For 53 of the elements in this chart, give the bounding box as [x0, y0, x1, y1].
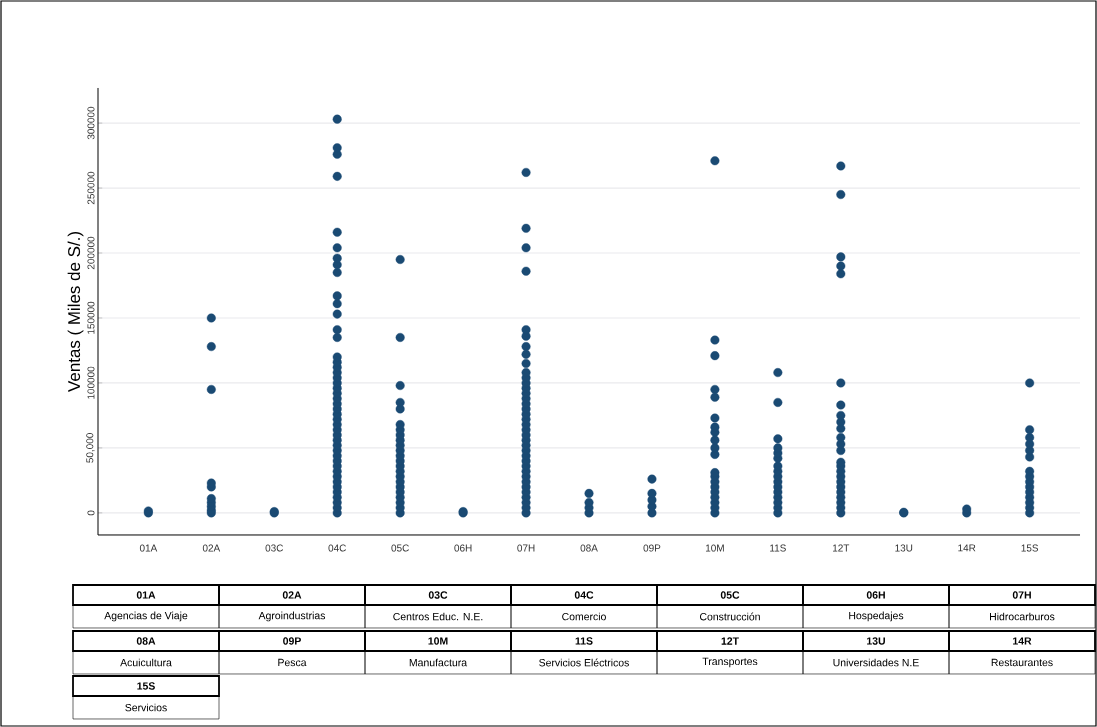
- category-label: 14R: [1013, 637, 1032, 645]
- x-tick-label: 02A: [202, 544, 221, 552]
- text: Agencias de Viaje: [104, 611, 188, 622]
- x-tick-label: 12T: [832, 544, 850, 552]
- category-label: 05C: [720, 591, 740, 599]
- x-tick-label: 15S: [1021, 544, 1039, 552]
- category-label: 04C: [574, 591, 594, 599]
- x-tick-label: 14R: [958, 544, 976, 552]
- text: Universidades N.E: [833, 658, 919, 667]
- category-label: 12T: [721, 637, 739, 645]
- y-tick-label: 250000: [87, 171, 95, 205]
- text: Servicios: [125, 703, 167, 712]
- text: Acuicultura: [120, 658, 172, 667]
- category-label: 03C: [428, 591, 448, 599]
- y-tick-label: 150000: [87, 301, 95, 334]
- category-label: 15S: [137, 682, 155, 690]
- x-tick-label: 07H: [517, 544, 535, 552]
- y-tick-label: 300000: [87, 106, 95, 140]
- text: Manufactura: [409, 658, 468, 667]
- x-tick-label: 10M: [705, 544, 724, 552]
- x-tick-label: 11S: [770, 544, 786, 552]
- text: Pesca: [278, 658, 307, 667]
- y-tick-label: 200000: [87, 236, 95, 270]
- text: Transportes: [702, 657, 758, 668]
- category-label: 09P: [283, 637, 301, 645]
- category-label: 10M: [428, 637, 448, 645]
- y-tick-label: 0: [87, 510, 95, 516]
- x-tick-label: 03C: [265, 544, 284, 552]
- x-tick-label: 05C: [391, 544, 409, 552]
- x-tick-label: 09P: [643, 544, 661, 552]
- category-label: 06H: [866, 591, 885, 599]
- y-tick-label: 100000: [87, 366, 95, 399]
- category-label: 11S: [575, 637, 593, 645]
- category-label: 01A: [136, 591, 156, 599]
- y-axis-title: Ventas ( Miles de S/.): [67, 232, 84, 392]
- category-label: 08A: [136, 637, 156, 645]
- text: Centros Educ. N.E.: [393, 612, 483, 621]
- text: Hospedajes: [849, 611, 904, 622]
- text: Construcción: [700, 612, 760, 621]
- x-tick-label: 13U: [895, 544, 913, 552]
- category-label: 13U: [867, 637, 885, 645]
- x-tick-label: 06H: [454, 544, 472, 552]
- text: Agroindustrias: [258, 611, 326, 622]
- category-label: 07H: [1012, 591, 1031, 599]
- y-tick-label: 50,000: [86, 433, 95, 463]
- text: Restaurantes: [991, 658, 1053, 667]
- category-label: 02A: [282, 591, 302, 599]
- text: Hidrocarburos: [990, 612, 1055, 621]
- x-tick-label: 08A: [580, 544, 598, 552]
- text: Servicios Eléctricos: [539, 658, 629, 667]
- x-tick-label: 04C: [328, 544, 346, 552]
- x-tick-label: 01A: [139, 544, 158, 552]
- text: Comercio: [562, 612, 606, 621]
